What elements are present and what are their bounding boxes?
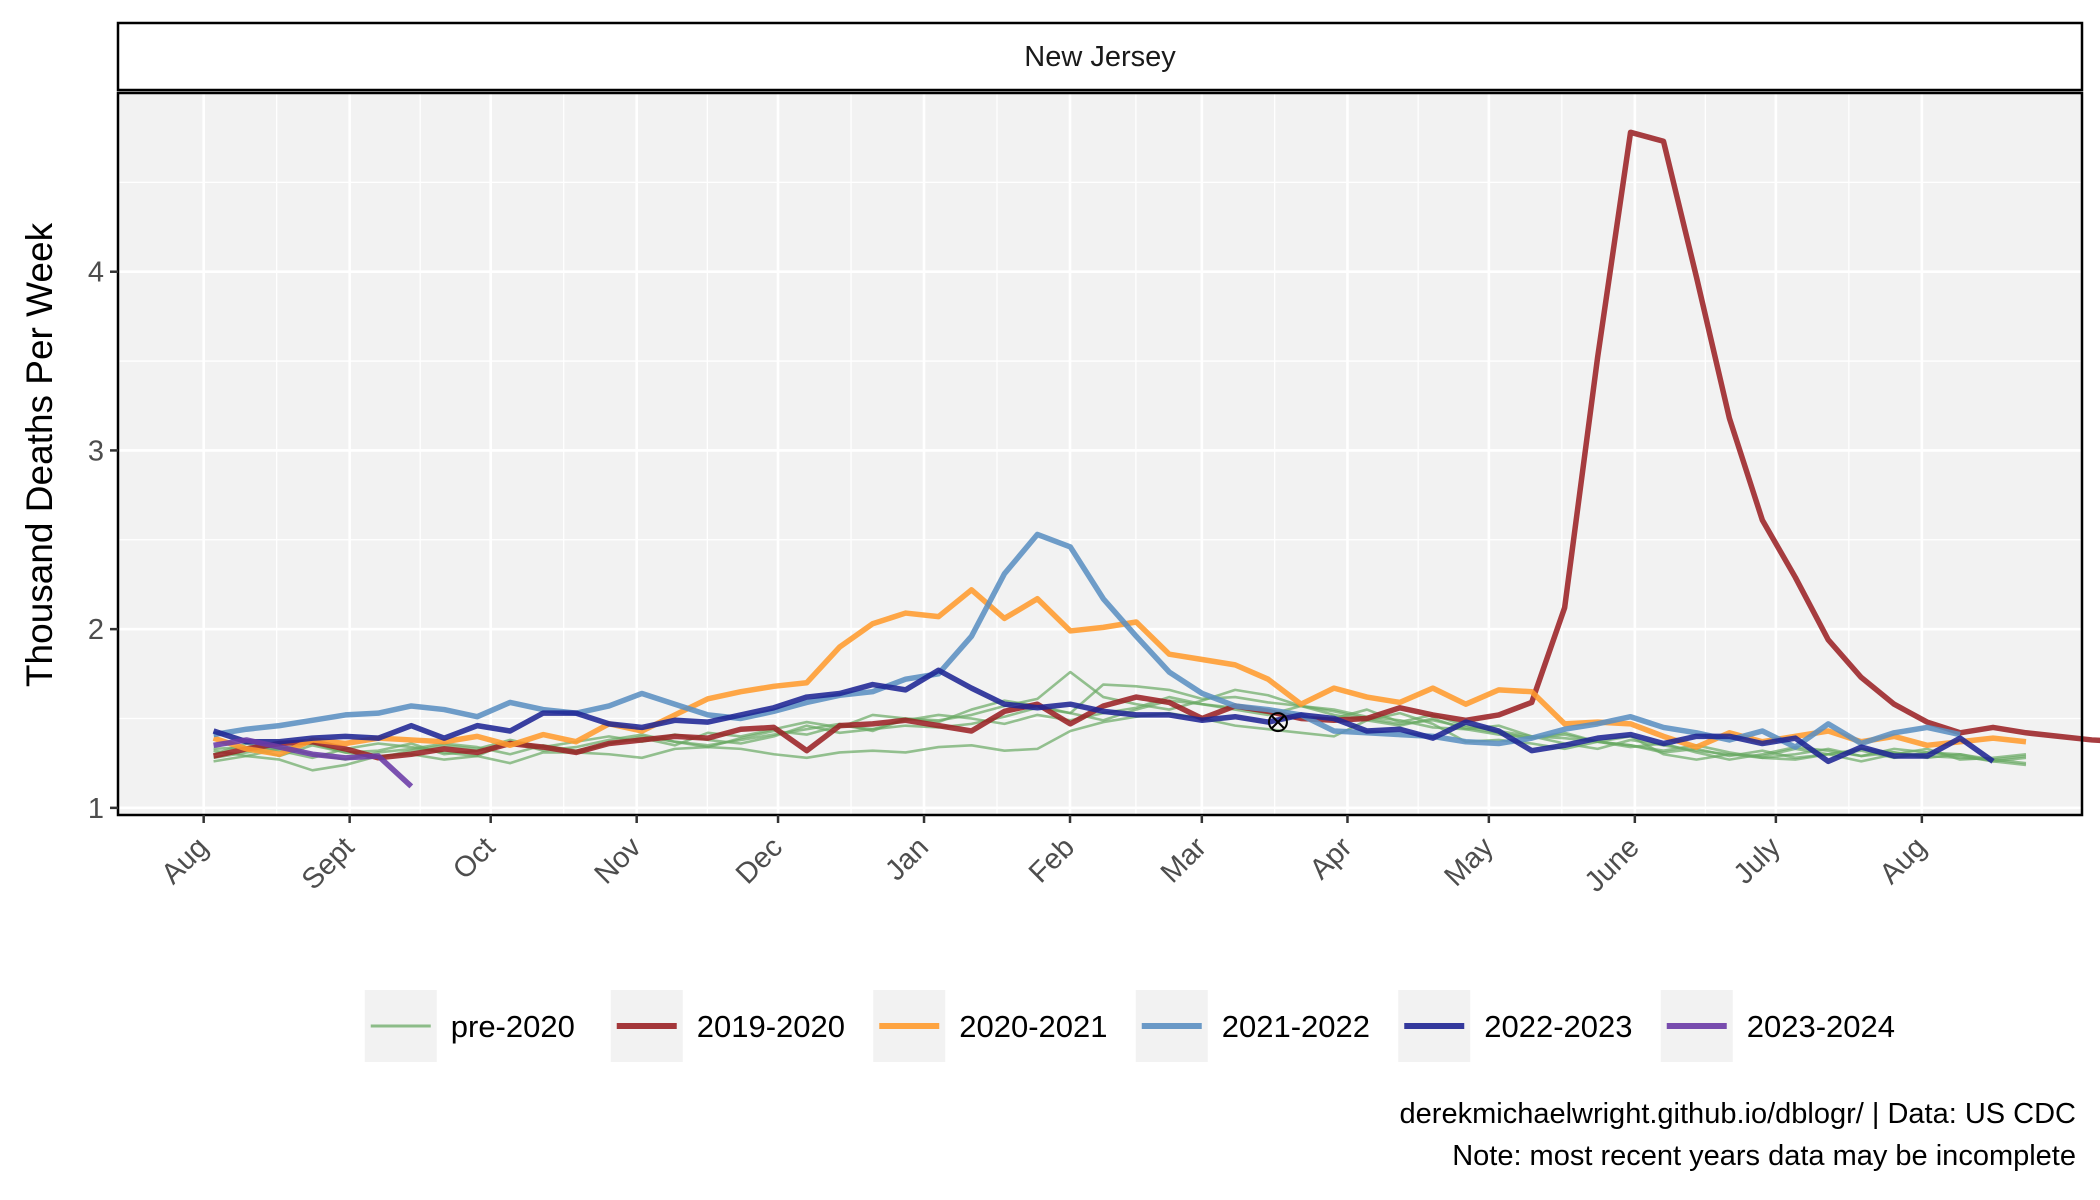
- x-tick-label: Aug: [1874, 831, 1933, 890]
- series-layer: [212, 129, 2100, 789]
- y-axis-label: Thousand Deaths Per Week: [19, 222, 60, 687]
- legend-item-2022-2023: 2022-2023: [1398, 990, 1633, 1062]
- legend-label: 2021-2022: [1222, 1009, 1370, 1044]
- marker-layer: [1267, 712, 1288, 733]
- legend-label: 2022-2023: [1484, 1009, 1632, 1044]
- caption-source: derekmichaelwright.github.io/dblogr/ | D…: [1399, 1098, 2076, 1130]
- x-tick-label: July: [1728, 831, 1787, 890]
- x-tick-label: Sept: [296, 831, 361, 896]
- legend-label: 2023-2024: [1747, 1009, 1895, 1044]
- legend-label: 2019-2020: [697, 1009, 845, 1044]
- legend-item-2020-2021: 2020-2021: [873, 990, 1108, 1062]
- panel-strip: New Jersey: [116, 21, 2084, 92]
- x-tick-label: Nov: [589, 831, 648, 890]
- legend-item-2023-2024: 2023-2024: [1660, 990, 1895, 1062]
- x-tick-label: Dec: [730, 831, 789, 890]
- x-tick-label: Oct: [447, 831, 502, 886]
- series-line-2021-2022: [213, 531, 1961, 750]
- y-tick-label: 4: [88, 257, 104, 289]
- legend-item-2021-2022: 2021-2022: [1135, 990, 1370, 1062]
- x-tick-label: May: [1438, 831, 1500, 893]
- panel-title: New Jersey: [1024, 41, 1176, 73]
- plot-border: [116, 91, 2084, 817]
- legend-item-pre-2020: pre-2020: [364, 990, 575, 1062]
- x-tick-label: Apr: [1304, 831, 1359, 886]
- today-marker: [1267, 712, 1288, 733]
- x-tick-label: Mar: [1155, 831, 1213, 889]
- x-tick-label: Jan: [879, 831, 935, 887]
- gridlines: [118, 93, 2082, 815]
- x-tick-label: June: [1579, 831, 1646, 898]
- series-line-2023-2024: [213, 737, 414, 789]
- y-tick-label: 1: [88, 793, 104, 825]
- series-line-2022-2023: [212, 667, 1995, 765]
- x-tick-label: Feb: [1023, 831, 1081, 889]
- legend-label: 2020-2021: [959, 1009, 1107, 1044]
- legend-label: pre-2020: [451, 1009, 575, 1044]
- y-tick-label: 2: [88, 614, 104, 646]
- legend: pre-2020 2019-2020 2020-2021 2021-2022 2022-…: [364, 990, 1895, 1062]
- series-line-2019-2020: [212, 129, 2100, 761]
- x-tick-label: Aug: [156, 831, 215, 890]
- legend-item-2019-2020: 2019-2020: [610, 990, 845, 1062]
- caption-note: Note: most recent years data may be inco…: [1452, 1140, 2076, 1172]
- y-tick-label: 3: [88, 435, 104, 467]
